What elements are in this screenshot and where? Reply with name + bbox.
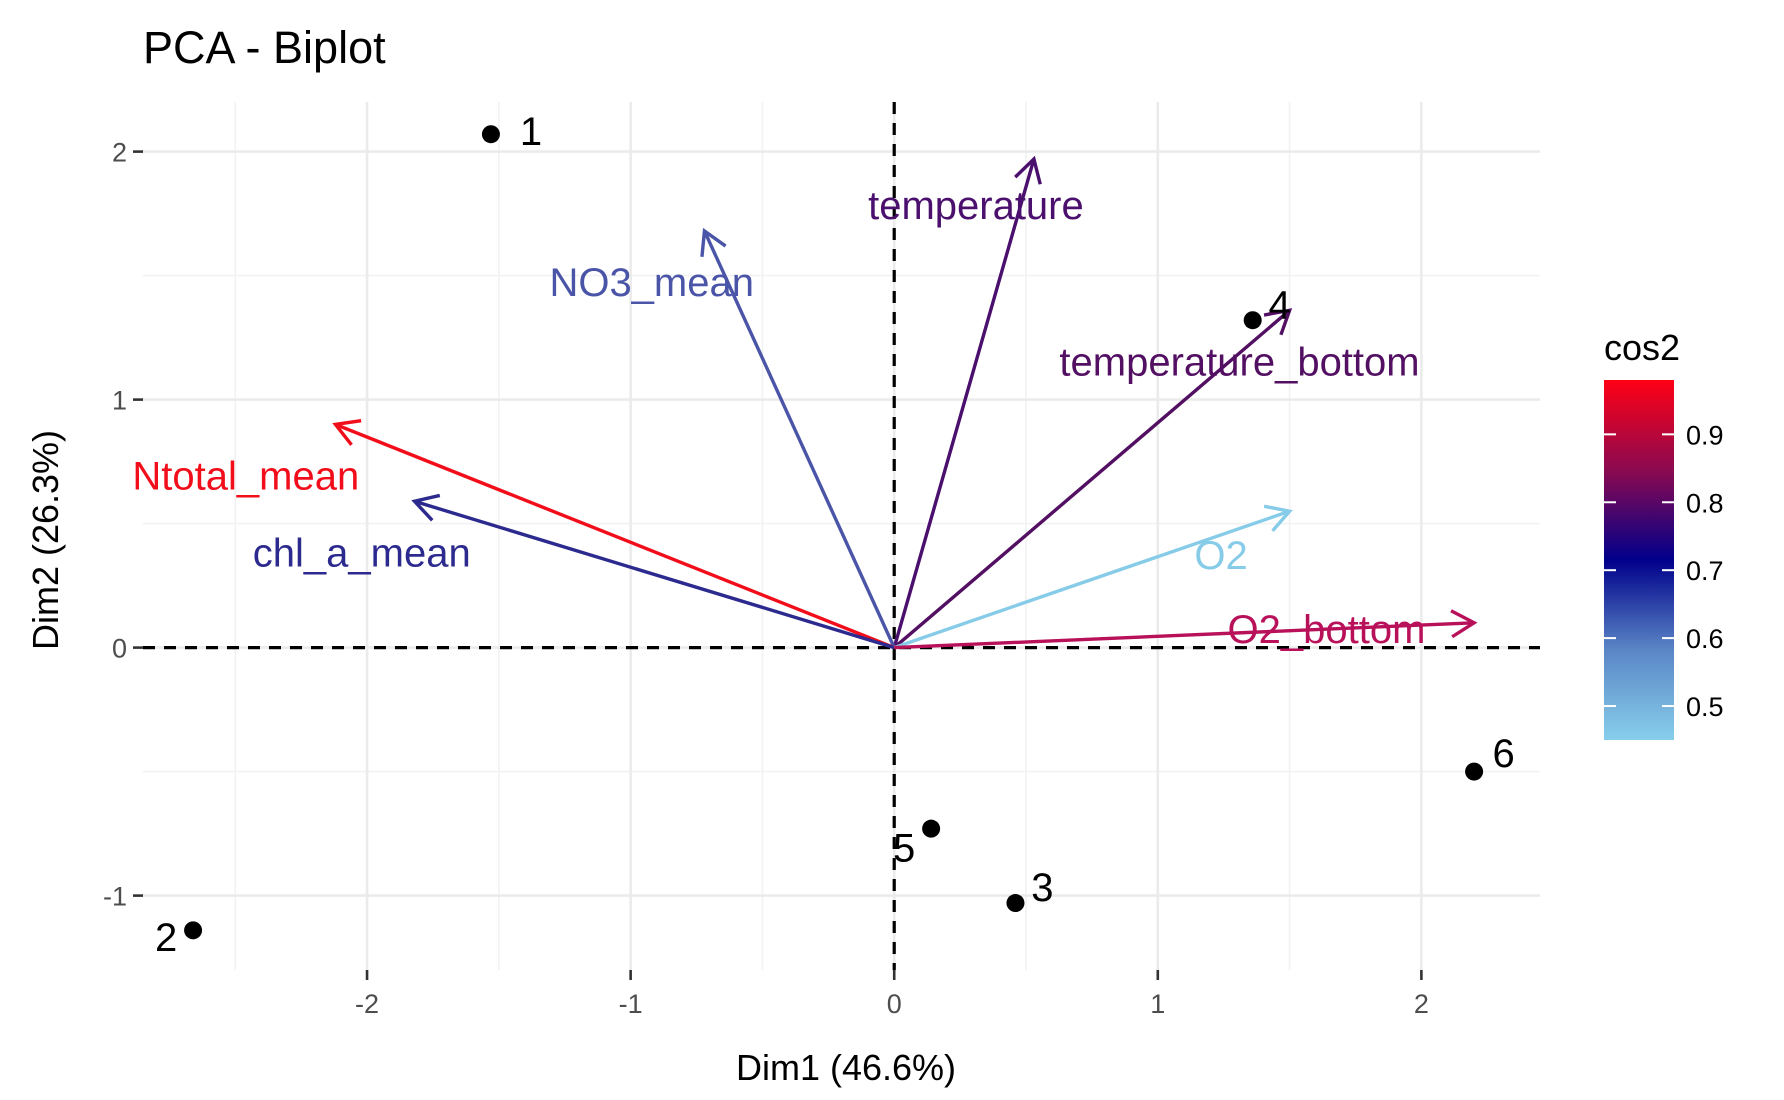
point-label: 1 (520, 110, 542, 154)
point-label: 4 (1269, 283, 1291, 327)
arrow-shaft (893, 309, 1291, 649)
individual-point: 3 (1006, 866, 1054, 913)
individual-point: 2 (155, 916, 203, 960)
x-tick-label: -1 (619, 989, 643, 1019)
individual-point: 1 (481, 110, 542, 154)
point-label: 3 (1031, 866, 1053, 910)
y-tick-label: 1 (112, 386, 127, 416)
point-marker (1006, 894, 1025, 913)
point-label: 6 (1493, 732, 1515, 776)
cos2-legend: cos2 0.5 0.6 0.7 0.8 0.9 (1604, 327, 1724, 740)
x-axis-title: Dim1 (46.6%) (736, 1047, 956, 1088)
legend-colorbar (1604, 380, 1674, 740)
variable-arrow: temperature_bottom (893, 308, 1420, 649)
variable-label: temperature_bottom (1059, 340, 1419, 384)
individual-point: 5 (893, 819, 941, 870)
arrow-shaft (892, 158, 1036, 649)
arrow-head (1263, 308, 1293, 336)
point-marker (922, 819, 941, 838)
axes: -2 -1 0 1 2 -1 0 1 2 (103, 138, 1429, 1019)
legend-tick-label: 0.5 (1686, 692, 1724, 722)
arrow-shaft (702, 230, 896, 649)
x-tick-label: 1 (1150, 989, 1165, 1019)
variable-label: NO3_mean (549, 261, 754, 305)
arrow-shaft (413, 499, 895, 650)
legend-tick-label: 0.7 (1686, 556, 1724, 586)
arrow-head (700, 227, 727, 258)
individual-point: 4 (1243, 283, 1291, 330)
arrow-head (1263, 504, 1293, 532)
arrow-head (1450, 609, 1478, 639)
variable-arrow: Ntotal_mean (132, 418, 895, 650)
arrow-shaft (893, 509, 1291, 650)
arrow-shaft (894, 621, 1475, 650)
arrow-head (332, 418, 362, 446)
x-tick-label: -2 (355, 989, 379, 1019)
individual-point: 6 (1465, 732, 1515, 781)
variable-label: Ntotal_mean (132, 454, 359, 498)
variable-label: temperature (868, 184, 1084, 228)
zero-lines (143, 102, 1540, 970)
variable-arrows: temperature NO3_mean temperature_bottom Nto… (132, 155, 1478, 652)
arrow-head (411, 493, 441, 522)
x-tick-label: 0 (887, 989, 902, 1019)
legend-tick-label: 0.6 (1686, 624, 1724, 654)
variable-label: O2_bottom (1228, 608, 1426, 652)
point-marker (1243, 311, 1262, 330)
x-tick-label: 2 (1414, 989, 1429, 1019)
variable-arrow: chl_a_mean (253, 493, 895, 650)
variable-arrow: O2 (893, 504, 1293, 650)
point-label: 5 (893, 826, 915, 870)
plot-title: PCA - Biplot (143, 22, 386, 73)
arrow-head (1014, 155, 1042, 185)
legend-tick-label: 0.8 (1686, 488, 1724, 518)
variable-arrow: O2_bottom (894, 608, 1478, 652)
variable-label: chl_a_mean (253, 531, 471, 575)
arrow-shaft (334, 422, 895, 650)
legend-tick-label: 0.9 (1686, 420, 1724, 450)
point-label: 2 (155, 916, 177, 960)
variable-arrow: NO3_mean (549, 227, 896, 649)
y-axis-title: Dim2 (26.3%) (25, 430, 66, 650)
y-tick-label: 0 (112, 634, 127, 664)
point-marker (1465, 762, 1484, 781)
y-tick-label: -1 (103, 882, 127, 912)
variable-arrow: temperature (868, 155, 1084, 649)
point-marker (184, 921, 203, 940)
legend-title: cos2 (1604, 327, 1680, 368)
point-marker (481, 125, 500, 144)
individual-points: 1 2 3 4 5 6 (155, 110, 1515, 960)
variable-label: O2 (1194, 534, 1247, 578)
y-tick-label: 2 (112, 138, 127, 168)
